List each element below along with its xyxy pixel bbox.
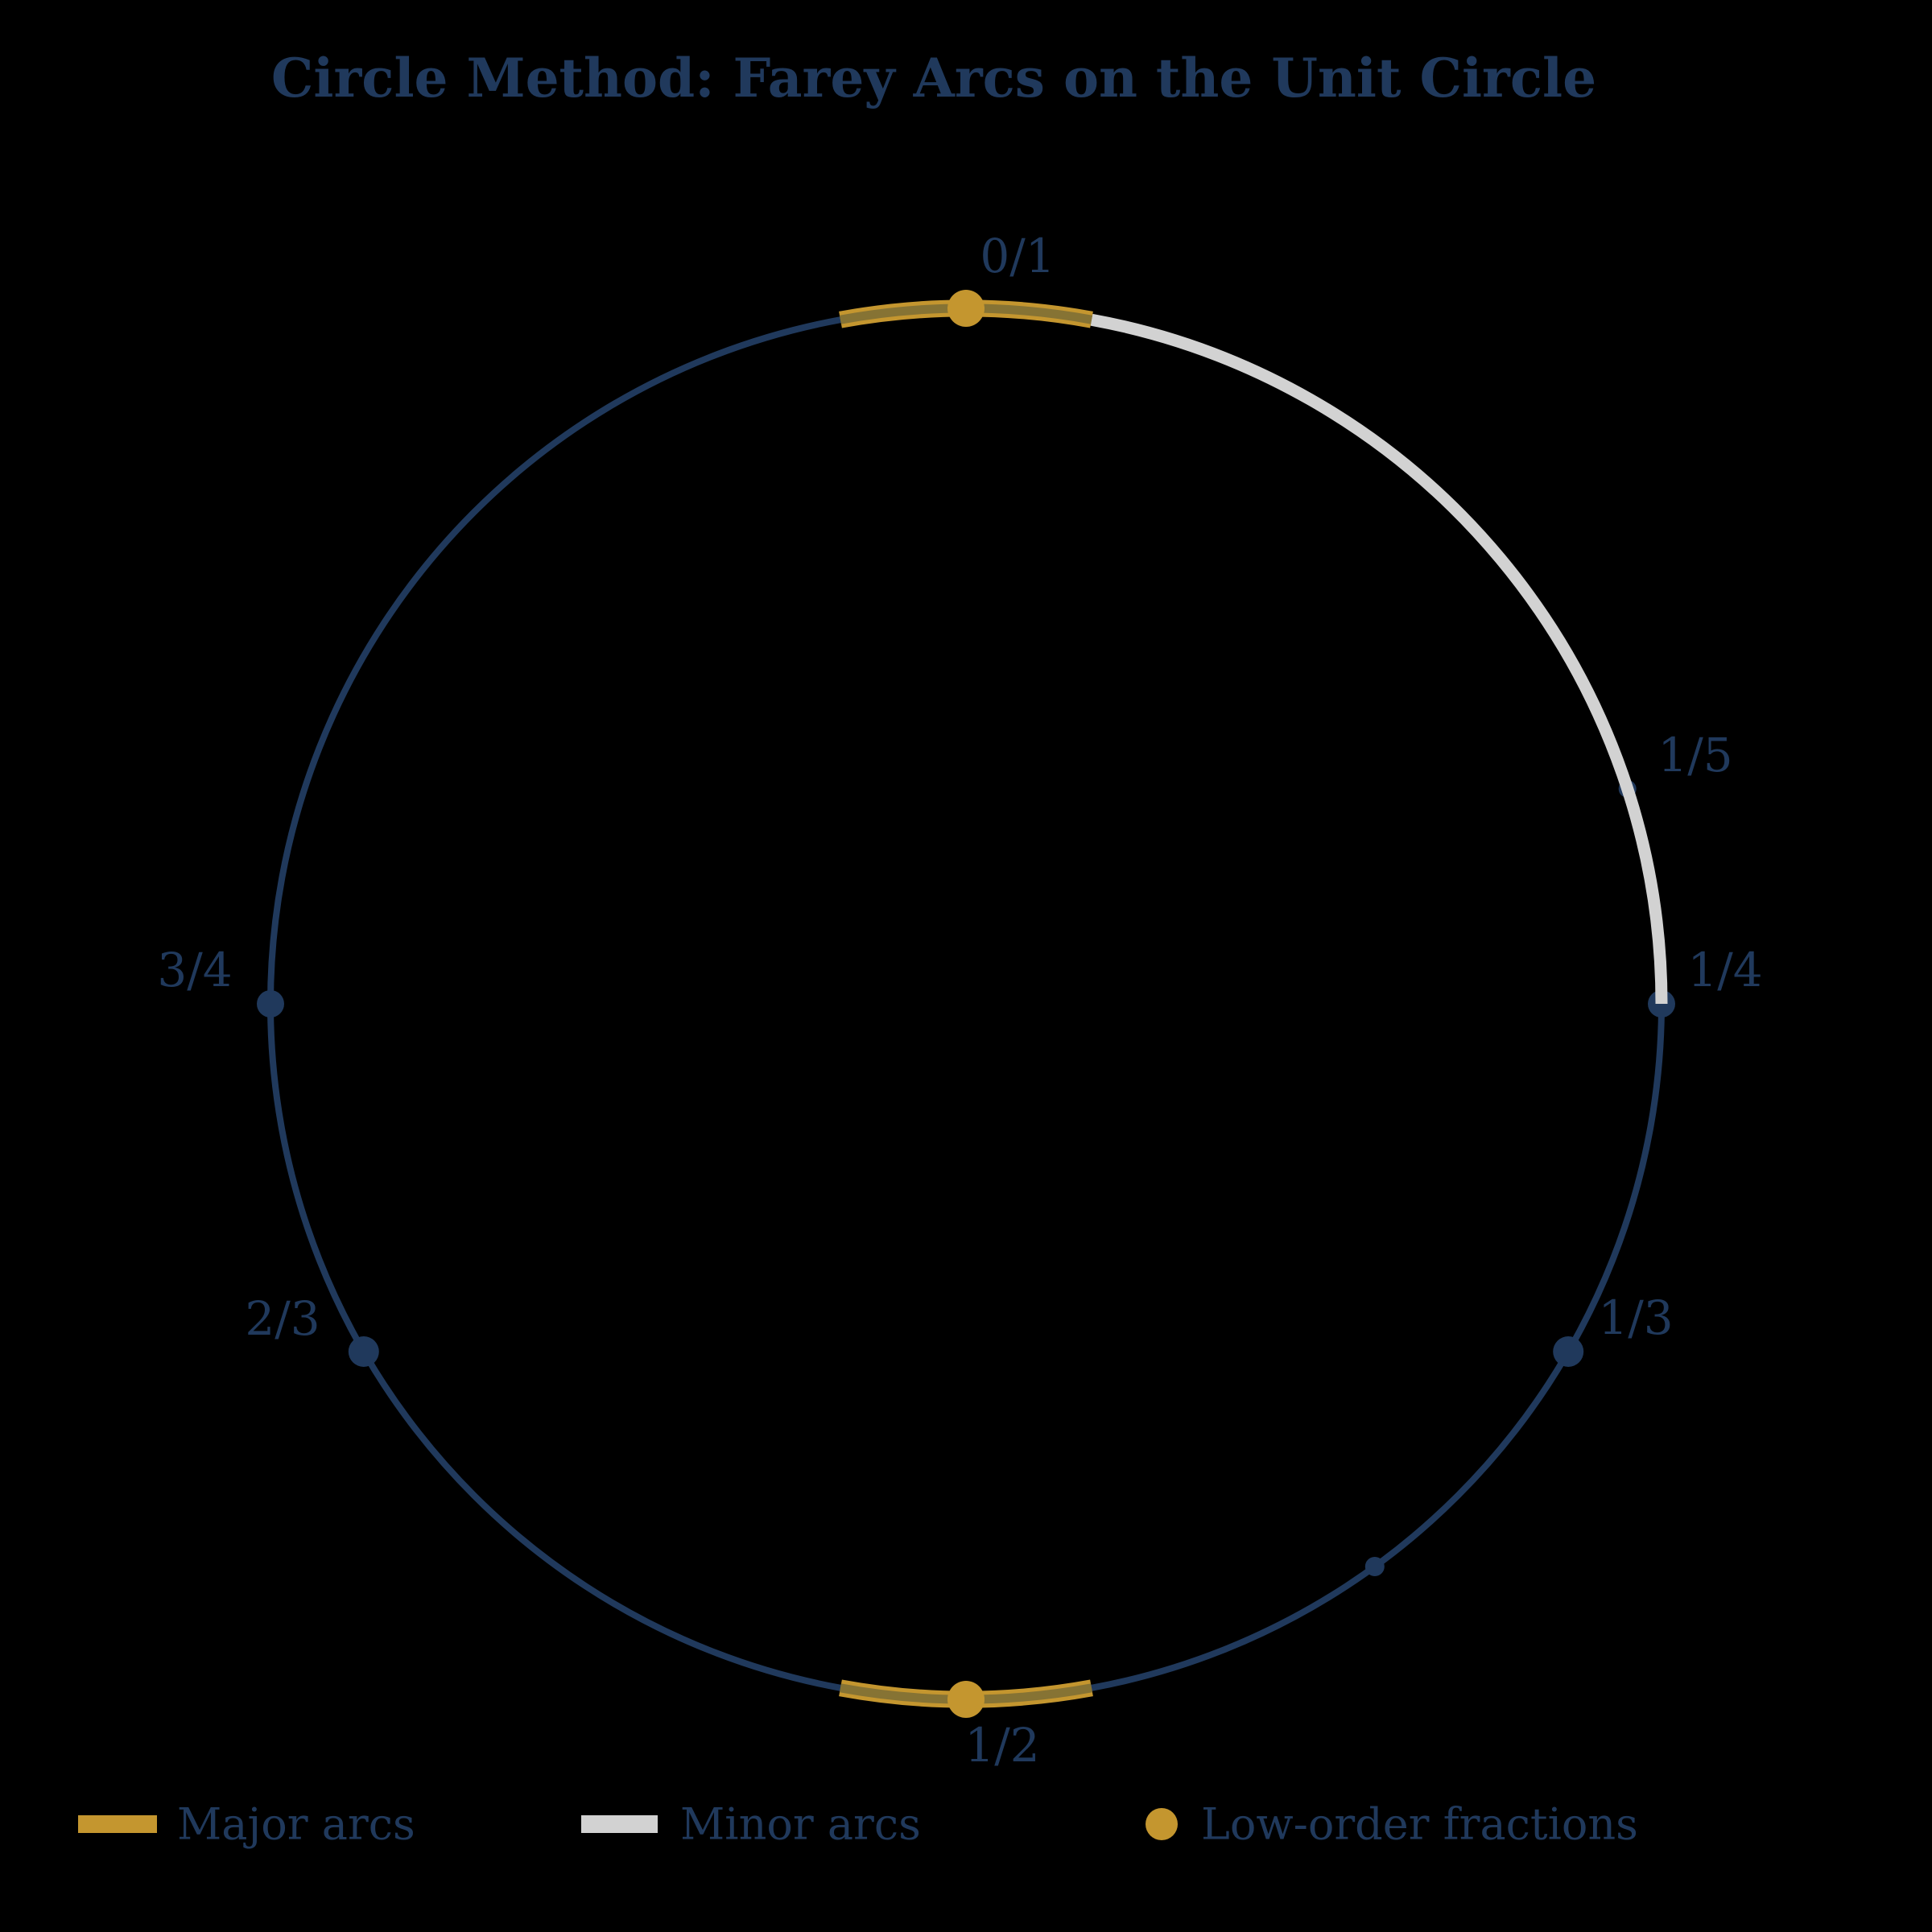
fraction-label-3-4: 3/4 [157,943,232,997]
minor-arc-0-1-to-1-4 [1090,313,1668,1005]
fraction-point-3-4 [257,990,284,1018]
fraction-point-2-3 [348,1336,379,1367]
legend-label-major-arcs: Major arcs [177,1799,415,1850]
fraction-label-1-4: 1/4 [1687,943,1762,997]
fraction-label-1-3: 1/3 [1598,1290,1673,1345]
fraction-label-2-3: 2/3 [245,1291,320,1346]
legend-marker-low-order-fractions [1146,1808,1178,1840]
fraction-point-2-5 [1364,1557,1385,1576]
figure-title: Circle Method: Farey Arcs on the Unit Ci… [271,47,1596,109]
legend-swatch-minor-arcs [581,1815,658,1833]
fraction-label-1-5: 1/5 [1657,728,1732,782]
fraction-label-1-2: 1/2 [964,1718,1039,1773]
fraction-label-0-1: 0/1 [980,229,1055,283]
fraction-point-1-2 [947,1681,985,1718]
fraction-point-0-1 [947,290,985,327]
fraction-point-1-3 [1553,1336,1584,1367]
legend-label-low-order-fractions: Low-order fractions [1201,1799,1638,1850]
legend-label-minor-arcs: Minor arcs [680,1799,921,1850]
legend-swatch-major-arcs [78,1815,157,1833]
